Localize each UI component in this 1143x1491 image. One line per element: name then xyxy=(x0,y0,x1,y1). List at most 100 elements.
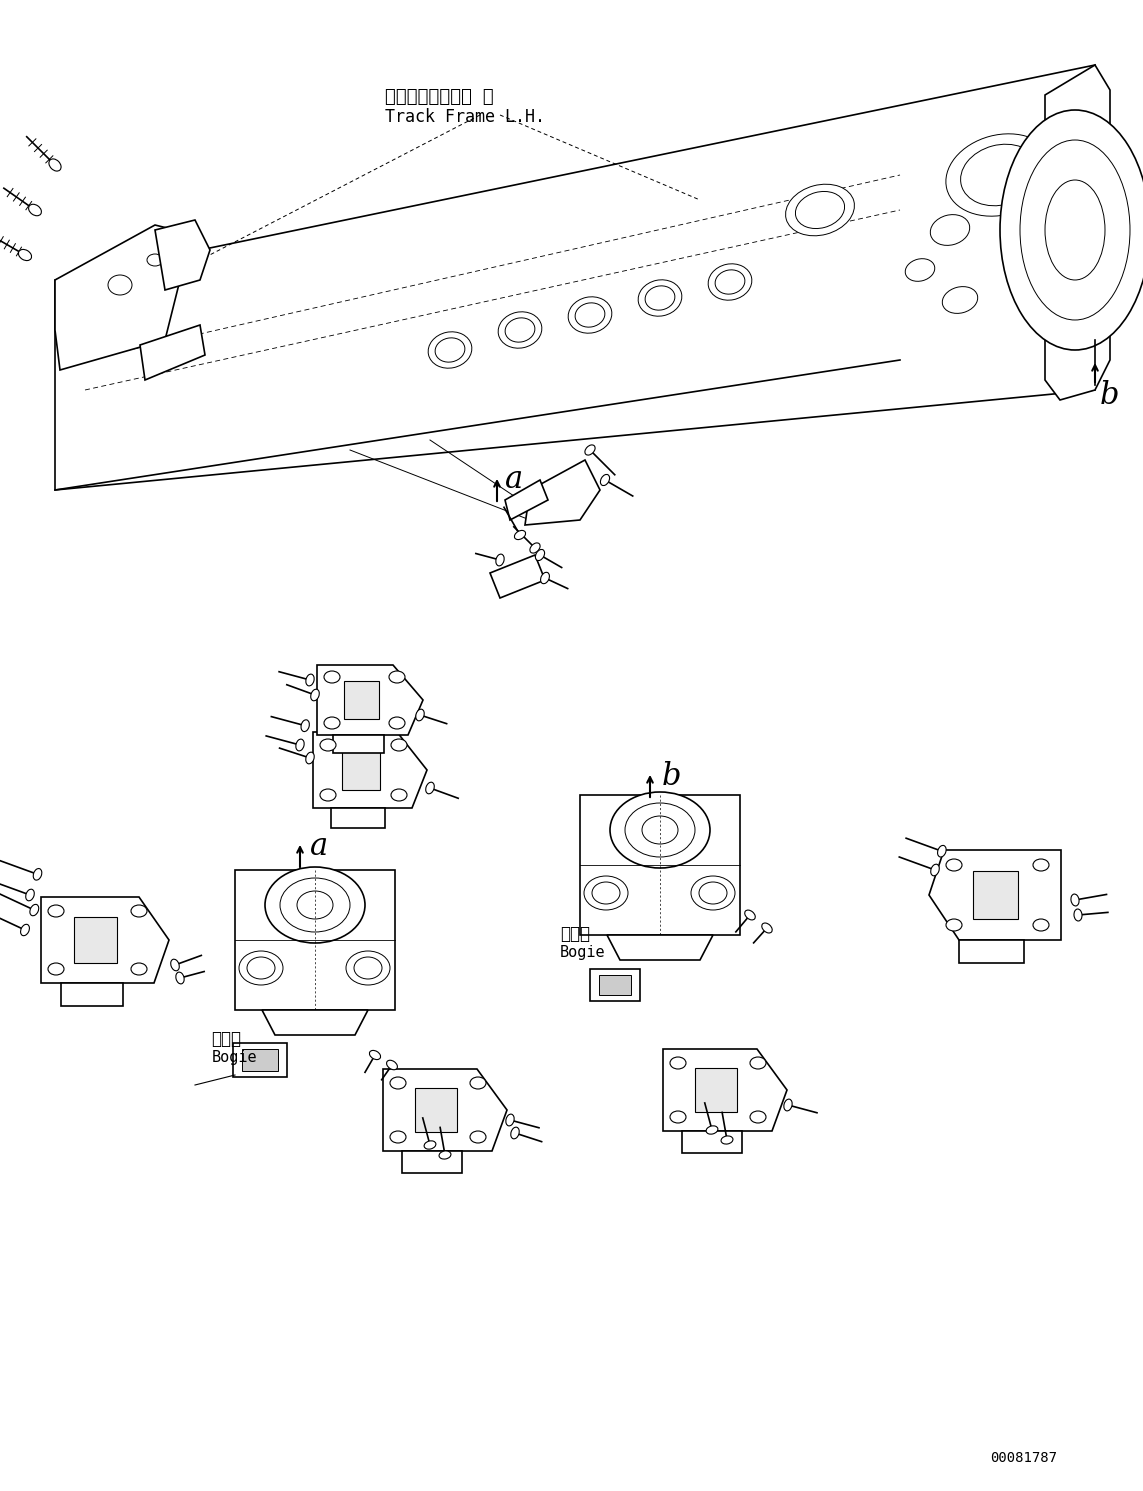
Ellipse shape xyxy=(416,710,424,720)
Ellipse shape xyxy=(346,951,390,986)
Polygon shape xyxy=(590,969,640,1000)
Ellipse shape xyxy=(320,789,336,801)
Polygon shape xyxy=(415,1088,457,1132)
Ellipse shape xyxy=(131,963,147,975)
Ellipse shape xyxy=(796,191,845,228)
Ellipse shape xyxy=(297,892,333,918)
Polygon shape xyxy=(55,66,1095,491)
Polygon shape xyxy=(973,871,1018,918)
Text: 00081787: 00081787 xyxy=(990,1451,1057,1466)
Ellipse shape xyxy=(761,923,773,933)
Ellipse shape xyxy=(265,866,365,942)
Polygon shape xyxy=(313,732,427,808)
Ellipse shape xyxy=(26,889,34,901)
Ellipse shape xyxy=(700,883,727,904)
Ellipse shape xyxy=(435,338,465,362)
Ellipse shape xyxy=(306,674,314,686)
Ellipse shape xyxy=(584,877,628,910)
Ellipse shape xyxy=(49,160,61,171)
Ellipse shape xyxy=(429,332,472,368)
Ellipse shape xyxy=(30,905,39,915)
Ellipse shape xyxy=(645,286,674,310)
Polygon shape xyxy=(242,1050,278,1071)
Text: a: a xyxy=(505,464,523,495)
Text: ボギー: ボギー xyxy=(211,1030,241,1048)
Polygon shape xyxy=(682,1132,742,1153)
Ellipse shape xyxy=(389,717,405,729)
Ellipse shape xyxy=(942,286,977,313)
Ellipse shape xyxy=(670,1057,686,1069)
Text: トラックフレーム 左: トラックフレーム 左 xyxy=(385,88,494,106)
Polygon shape xyxy=(383,1069,507,1151)
Polygon shape xyxy=(599,975,631,994)
Ellipse shape xyxy=(424,1141,435,1150)
Ellipse shape xyxy=(301,720,310,732)
Ellipse shape xyxy=(750,1111,766,1123)
Ellipse shape xyxy=(306,751,314,763)
Polygon shape xyxy=(663,1050,788,1132)
Ellipse shape xyxy=(496,555,504,567)
Ellipse shape xyxy=(439,1151,451,1159)
Text: Track Frame L.H.: Track Frame L.H. xyxy=(385,107,545,127)
Ellipse shape xyxy=(670,1111,686,1123)
Ellipse shape xyxy=(1033,859,1049,871)
Ellipse shape xyxy=(785,185,855,236)
Ellipse shape xyxy=(692,877,735,910)
Ellipse shape xyxy=(21,924,30,936)
Ellipse shape xyxy=(568,297,612,332)
Ellipse shape xyxy=(514,531,526,540)
Ellipse shape xyxy=(323,671,339,683)
Ellipse shape xyxy=(320,740,336,751)
Polygon shape xyxy=(333,735,384,753)
Ellipse shape xyxy=(390,1132,406,1144)
Ellipse shape xyxy=(625,804,695,857)
Ellipse shape xyxy=(369,1051,381,1060)
Polygon shape xyxy=(580,795,740,935)
Text: a: a xyxy=(310,830,328,862)
Text: Bogie: Bogie xyxy=(560,945,606,960)
Ellipse shape xyxy=(239,951,283,986)
Ellipse shape xyxy=(610,792,710,868)
Polygon shape xyxy=(155,221,210,291)
Polygon shape xyxy=(607,935,713,960)
Ellipse shape xyxy=(716,270,745,294)
Ellipse shape xyxy=(642,816,678,844)
Polygon shape xyxy=(490,555,545,598)
Ellipse shape xyxy=(390,1077,406,1088)
Polygon shape xyxy=(1045,66,1110,400)
Ellipse shape xyxy=(296,740,304,751)
Ellipse shape xyxy=(425,783,434,793)
Polygon shape xyxy=(41,898,169,983)
Polygon shape xyxy=(317,665,423,735)
Ellipse shape xyxy=(311,689,319,701)
Text: b: b xyxy=(662,760,681,792)
Polygon shape xyxy=(61,983,123,1006)
Ellipse shape xyxy=(1045,180,1105,280)
Ellipse shape xyxy=(946,918,962,930)
Ellipse shape xyxy=(505,318,535,341)
Ellipse shape xyxy=(541,573,550,583)
Ellipse shape xyxy=(575,303,605,327)
Ellipse shape xyxy=(1020,140,1130,321)
Ellipse shape xyxy=(960,145,1039,206)
Ellipse shape xyxy=(29,204,41,216)
Text: ボギー: ボギー xyxy=(560,924,590,942)
Ellipse shape xyxy=(638,280,682,316)
Ellipse shape xyxy=(498,312,542,349)
Ellipse shape xyxy=(600,474,609,486)
Polygon shape xyxy=(55,225,179,370)
Ellipse shape xyxy=(530,543,541,553)
Polygon shape xyxy=(342,750,379,790)
Ellipse shape xyxy=(592,883,620,904)
Ellipse shape xyxy=(354,957,382,980)
Ellipse shape xyxy=(1074,910,1082,921)
Ellipse shape xyxy=(585,444,596,455)
Ellipse shape xyxy=(1000,110,1143,350)
Ellipse shape xyxy=(170,959,179,971)
Text: b: b xyxy=(1100,380,1119,412)
Text: Bogie: Bogie xyxy=(211,1050,257,1065)
Ellipse shape xyxy=(946,134,1054,216)
Ellipse shape xyxy=(930,215,969,246)
Polygon shape xyxy=(262,1009,368,1035)
Ellipse shape xyxy=(1071,895,1079,907)
